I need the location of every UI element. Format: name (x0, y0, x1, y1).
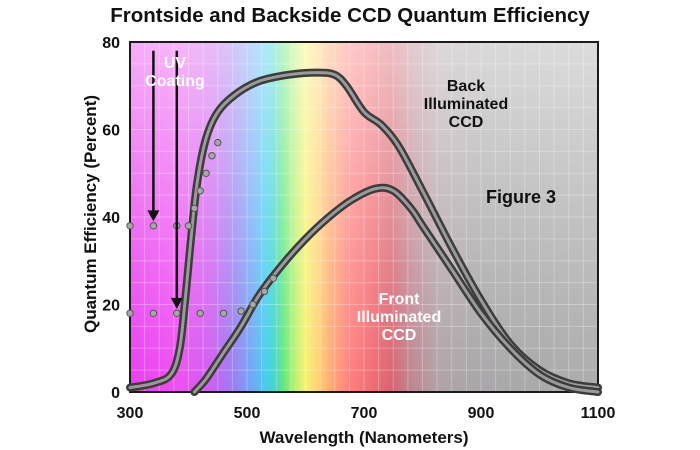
uv-coating-label: Coating (145, 73, 205, 90)
dotted-series-2-point (196, 187, 204, 195)
plot-background (130, 42, 598, 392)
arrow-layer (147, 50, 183, 309)
tick-labels: 300 500 700 900 1100 0 20 40 60 80 (102, 35, 615, 422)
series-0-line (128, 71, 600, 390)
dotted-series-3-point (269, 274, 277, 282)
dotted-series-2-point (202, 169, 210, 178)
series-labels: BackIlluminatedCCDFrontIlluminatedCCDUVC… (145, 55, 508, 344)
series-layer (126, 68, 602, 396)
x-tick-label: 900 (468, 405, 495, 422)
y-tick-label: 20 (102, 298, 120, 315)
back-illuminated-label: Back (447, 78, 485, 95)
x-tick-label: 1100 (581, 405, 616, 422)
plot-frame (129, 41, 599, 393)
x-tick-label: 700 (351, 405, 378, 422)
dotted-series-3-point (173, 309, 181, 317)
y-tick-label: 60 (102, 123, 120, 140)
x-tick-label: 300 (117, 405, 144, 422)
x-axis-title: Wavelength (Nanometers) (259, 428, 468, 447)
dotted-series-3-point (260, 287, 269, 296)
back-illuminated-label: CCD (449, 114, 484, 131)
back-illuminated-label: Illuminated (424, 96, 508, 113)
y-tick-label: 40 (102, 210, 120, 227)
uv-coating-label: UV (164, 55, 187, 72)
figure-label: Figure 3 (486, 187, 556, 207)
dotted-series-2-point (190, 204, 199, 213)
series-1-curve (190, 183, 602, 396)
y-axis-title: Quantum Efficiency (Percent) (81, 95, 100, 333)
dotted-series-2-point (184, 222, 193, 230)
spectrum-fade (130, 42, 598, 392)
dotted-series-2-point (126, 222, 134, 230)
dotted-series-3-point (126, 309, 134, 317)
series-0-curve (126, 68, 602, 392)
series-1-line (192, 186, 600, 394)
x-tick-label: 500 (234, 405, 261, 422)
dotted-series-3-point (219, 309, 228, 317)
y-tick-label: 80 (102, 35, 120, 52)
front-illuminated-label: Front (379, 291, 421, 308)
dotted-series-3-point (149, 309, 158, 317)
annotation-arrowhead-0 (147, 210, 160, 222)
dotted-series-3-point (196, 309, 204, 317)
front-illuminated-label: CCD (382, 327, 417, 344)
dotted-series-2-point (149, 222, 158, 230)
front-illuminated-label: Illuminated (357, 309, 441, 326)
dotted-series-2-point (208, 152, 216, 160)
annotation-arrowhead-1 (170, 297, 183, 309)
dotted-series-3-point (237, 307, 245, 315)
y-tick-label: 0 (111, 385, 120, 402)
dotted-series-2-point (214, 138, 222, 147)
chart-title: Frontside and Backside CCD Quantum Effic… (110, 4, 590, 27)
grid (130, 42, 598, 392)
dotted-series-3-point (249, 300, 257, 309)
